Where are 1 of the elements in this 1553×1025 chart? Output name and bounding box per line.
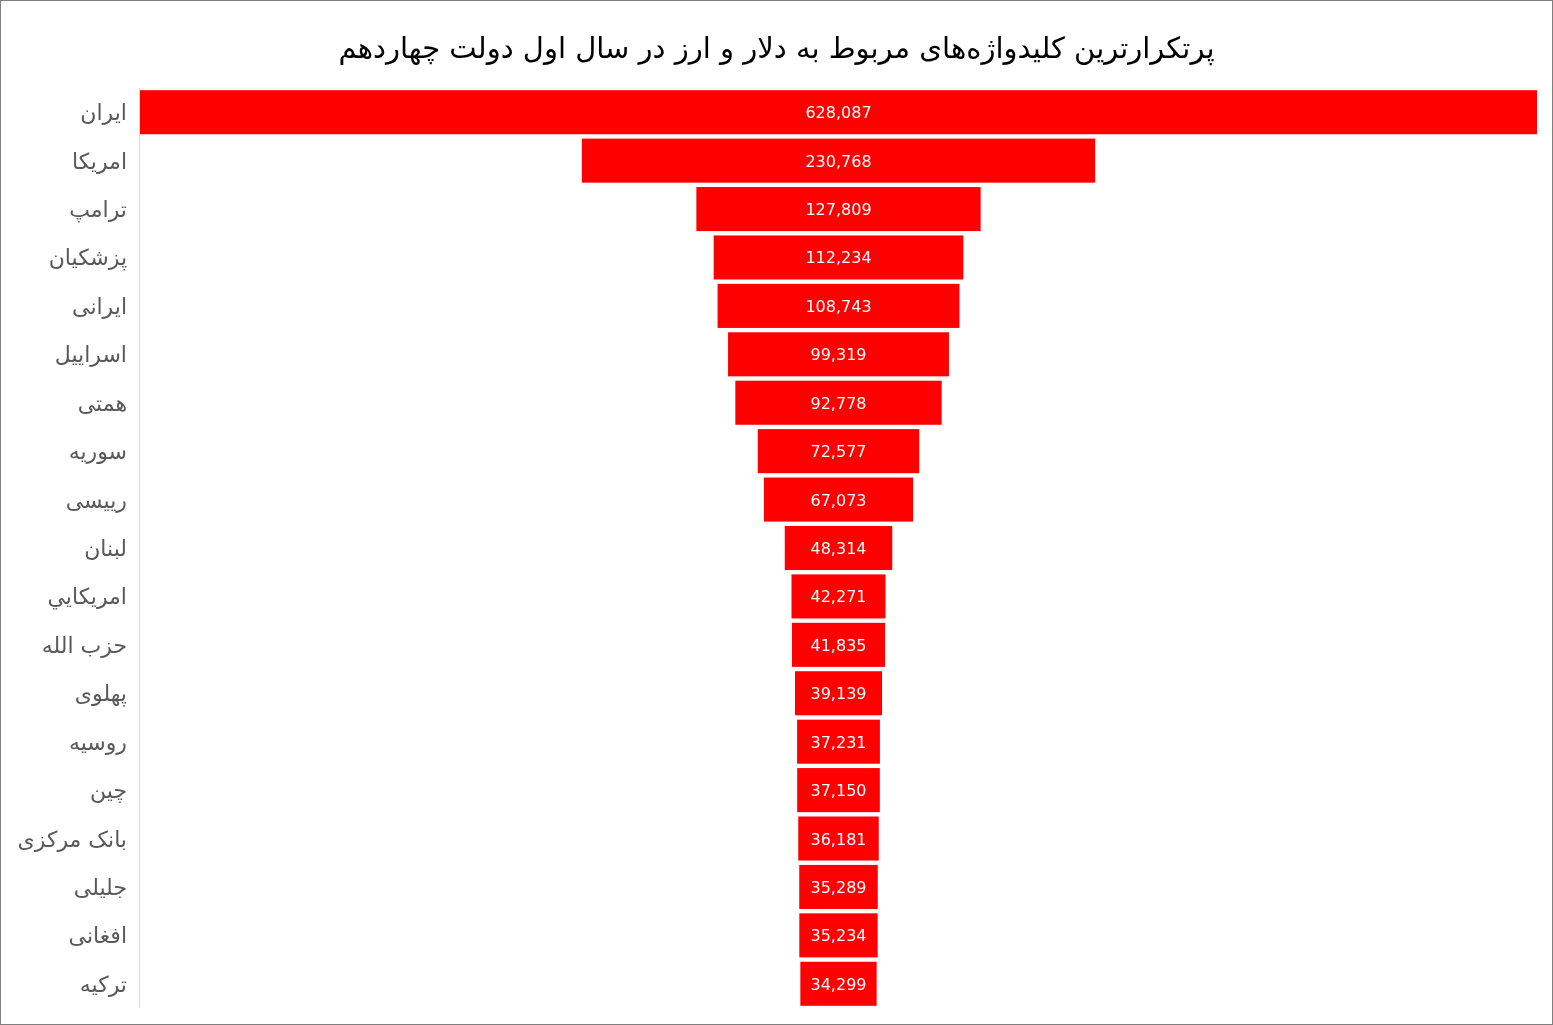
title: پرتکرارترین کلیدواژه‌های مربوط به دلار و ارز در سال اول دولت چهاردهم	[338, 31, 1215, 65]
